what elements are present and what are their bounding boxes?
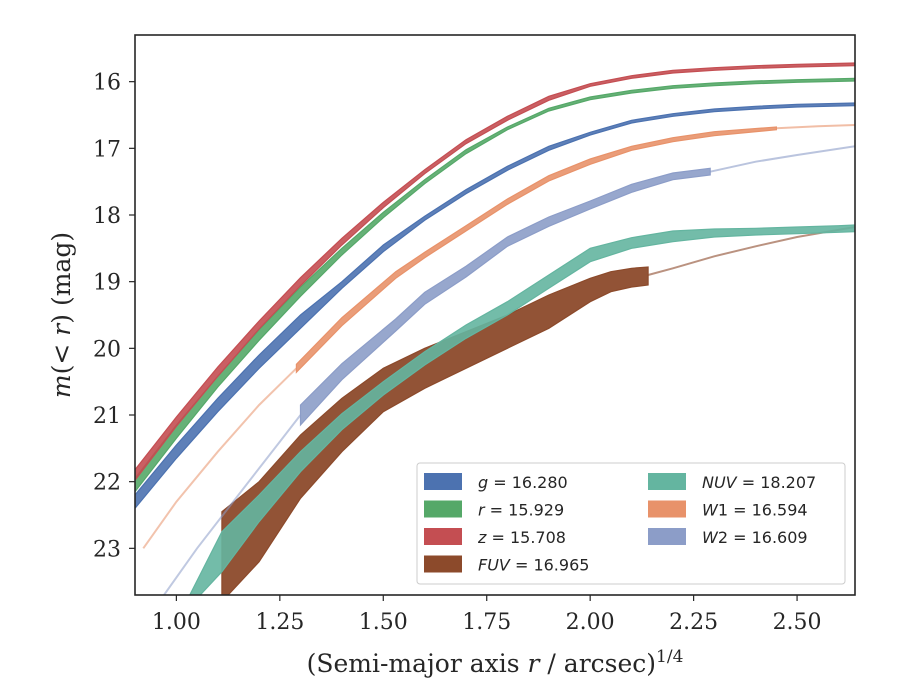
legend-swatch: [424, 500, 462, 518]
legend-label: W2 = 16.609: [702, 528, 808, 547]
y-tick-label: 16: [93, 71, 121, 96]
series-z: [135, 62, 855, 482]
legend-swatch: [648, 473, 686, 490]
legend-frame: [416, 462, 846, 585]
y-tick-label: 21: [93, 404, 121, 429]
series-g: [135, 102, 855, 510]
series-w2: [163, 145, 855, 595]
legend-swatch: [424, 473, 462, 490]
x-tick-label: 1.50: [359, 610, 408, 635]
legend-swatch: [648, 500, 686, 518]
series-nuv: [189, 224, 855, 595]
plot-frame: [134, 34, 856, 596]
legend-item-g: g = 16.280: [424, 473, 568, 492]
series-r: [135, 77, 855, 493]
series-layer: [135, 62, 855, 595]
series-fuv: [221, 226, 855, 595]
legend-label: FUV = 16.965: [478, 556, 589, 575]
legend-swatch: [424, 555, 462, 573]
legend-label: W1 = 16.594: [702, 501, 808, 520]
y-tick-label: 19: [93, 271, 121, 296]
legend-label: g = 16.280: [478, 473, 568, 492]
legend-label: z = 15.708: [477, 528, 566, 547]
series-g-band: [135, 102, 855, 510]
series-nuv-band: [189, 224, 855, 595]
legend-label: r = 15.929: [478, 501, 564, 520]
legend-item-w2: W2 = 16.609: [648, 528, 808, 547]
legend-item-z: z = 15.708: [424, 528, 566, 547]
series-fuv-band: [221, 266, 649, 595]
legend-item-w1: W1 = 16.594: [648, 500, 808, 520]
y-tick-label: 22: [93, 471, 121, 496]
legend-swatch: [648, 528, 686, 545]
y-axis-label: m(< r) (mag): [47, 232, 76, 398]
x-tick-label: 1.25: [255, 610, 304, 635]
legend-swatch: [424, 528, 462, 545]
x-tick-label: 2.50: [773, 610, 822, 635]
y-tick-label: 20: [93, 337, 121, 362]
tick-layer: 1.00 1.25 1.50 1.75 2.00 2.25 2.50 16 17 18 19 20 21…: [93, 71, 822, 635]
series-w1-band: [295, 126, 777, 374]
legend-item-r: r = 15.929: [424, 500, 564, 520]
legend: g = 16.280 r = 15.929 z = 15.708 FUV = 16.9…: [416, 462, 846, 585]
legend-label: NUV = 18.207: [702, 473, 816, 492]
x-tick-label: 2.25: [669, 610, 718, 635]
x-axis-label: (Semi-major axis r / arcsec)1/4: [307, 647, 684, 678]
series-z-band: [135, 62, 855, 482]
legend-item-nuv: NUV = 18.207: [648, 473, 816, 492]
y-tick-label: 23: [93, 537, 121, 562]
y-tick-label: 17: [93, 137, 121, 162]
x-tick-label: 1.00: [152, 610, 201, 635]
series-w2-extrapolation-inner: [163, 414, 302, 595]
x-tick-label: 2.00: [566, 610, 615, 635]
legend-item-fuv: FUV = 16.965: [424, 555, 589, 575]
series-w1-extrapolation-inner: [142, 367, 298, 549]
y-tick-label: 18: [93, 204, 121, 229]
series-w2-band: [299, 167, 711, 427]
series-r-band: [135, 77, 855, 493]
series-w2-extrapolation-outer: [709, 145, 855, 173]
series-w1-extrapolation-outer: [776, 124, 855, 130]
series-w1: [142, 124, 855, 549]
series-fuv-extrapolation-outer: [647, 226, 855, 276]
x-tick-label: 1.75: [462, 610, 511, 635]
